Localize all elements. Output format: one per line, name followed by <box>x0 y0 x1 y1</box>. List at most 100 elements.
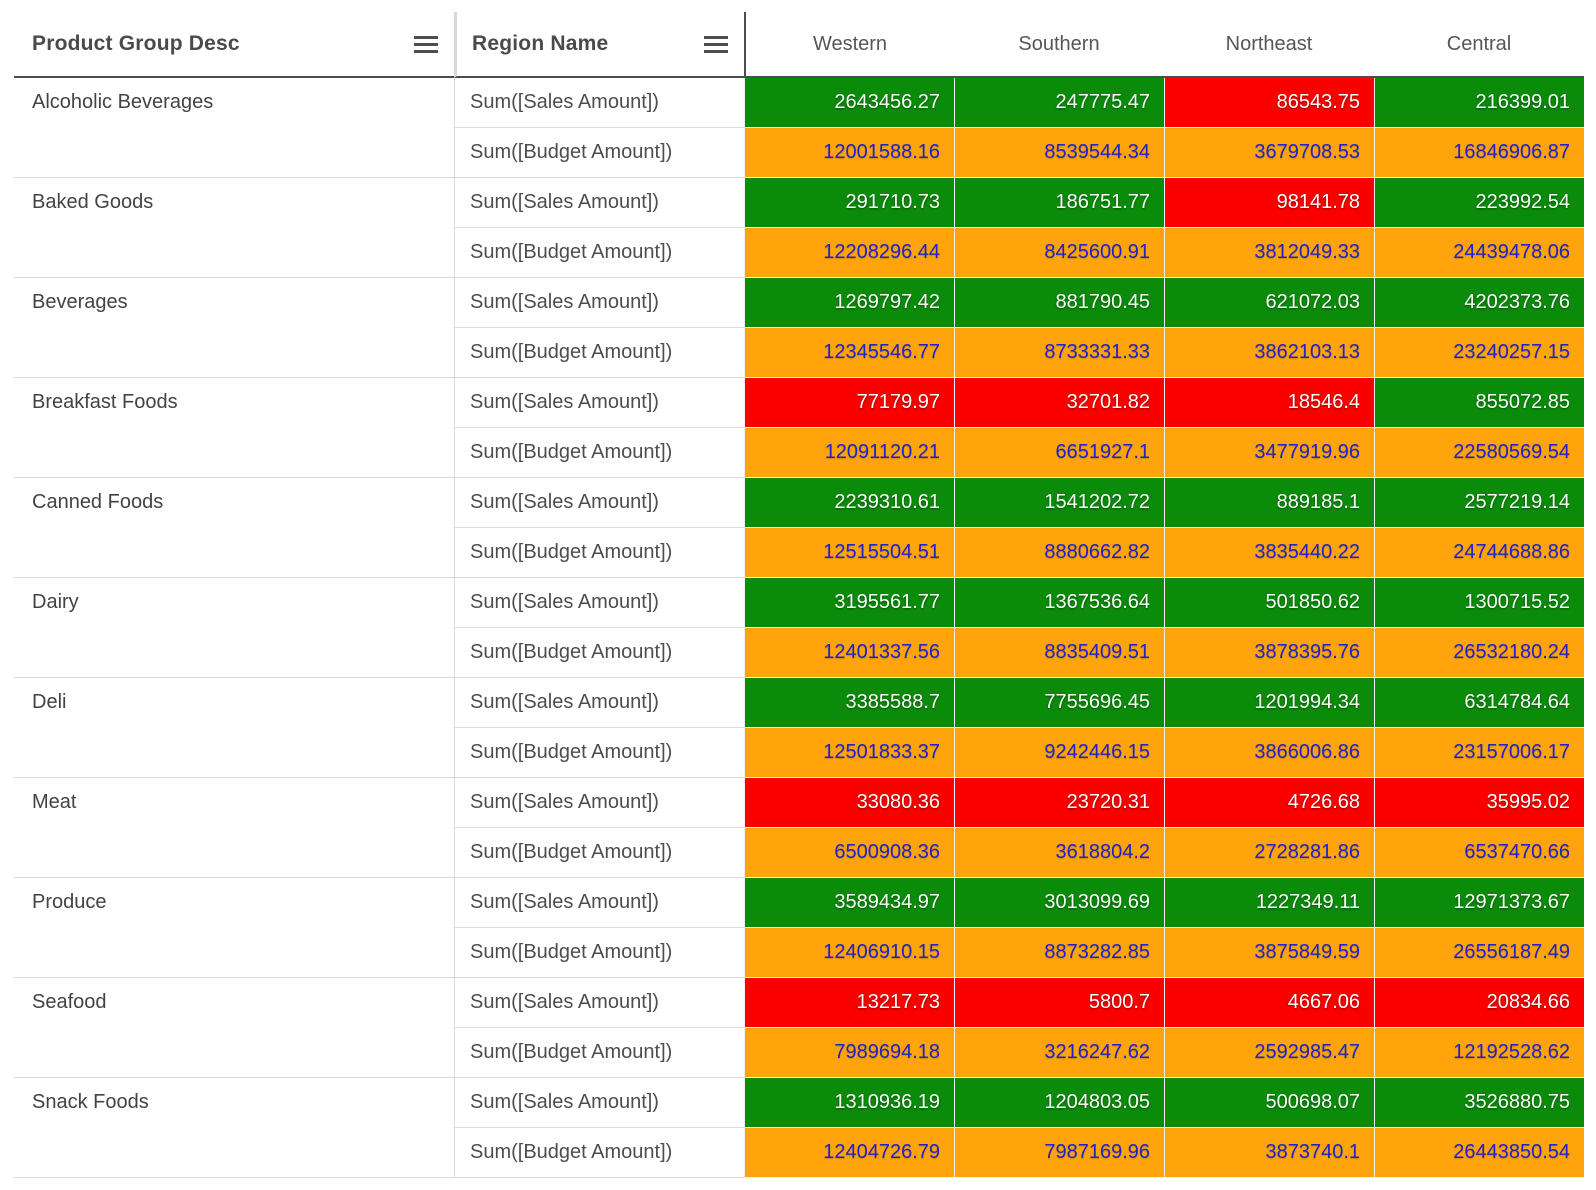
sales-value-cell[interactable]: 4667.06 <box>1164 978 1374 1028</box>
budget-value-cell[interactable]: 6500908.36 <box>744 828 954 878</box>
sales-value-cell[interactable]: 881790.45 <box>954 278 1164 328</box>
sales-value-cell[interactable]: 2643456.27 <box>744 78 954 128</box>
budget-value-cell[interactable]: 12208296.44 <box>744 228 954 278</box>
budget-value-cell[interactable]: 26556187.49 <box>1374 928 1584 978</box>
budget-value-cell[interactable]: 6537470.66 <box>1374 828 1584 878</box>
budget-value-cell[interactable]: 12192528.62 <box>1374 1028 1584 1078</box>
sales-value-cell[interactable]: 1300715.52 <box>1374 578 1584 628</box>
sales-value-cell[interactable]: 2577219.14 <box>1374 478 1584 528</box>
budget-value-cell[interactable]: 8880662.82 <box>954 528 1164 578</box>
budget-value-cell[interactable]: 12501833.37 <box>744 728 954 778</box>
budget-value-cell[interactable]: 22580569.54 <box>1374 428 1584 478</box>
sales-value-cell[interactable]: 1201994.34 <box>1164 678 1374 728</box>
sales-value-cell[interactable]: 77179.97 <box>744 378 954 428</box>
budget-value-cell[interactable]: 26443850.54 <box>1374 1128 1584 1178</box>
sales-value-cell[interactable]: 3589434.97 <box>744 878 954 928</box>
sales-value-cell[interactable]: 889185.1 <box>1164 478 1374 528</box>
budget-measure-label: Sum([Budget Amount]) <box>454 528 744 578</box>
sales-value-cell[interactable]: 1310936.19 <box>744 1078 954 1128</box>
budget-value-cell[interactable]: 9242446.15 <box>954 728 1164 778</box>
sales-value-cell[interactable]: 500698.07 <box>1164 1078 1374 1128</box>
sales-value-cell[interactable]: 1269797.42 <box>744 278 954 328</box>
sales-value-cell[interactable]: 7755696.45 <box>954 678 1164 728</box>
sales-value-cell[interactable]: 3385588.7 <box>744 678 954 728</box>
sales-value-cell[interactable]: 3526880.75 <box>1374 1078 1584 1128</box>
sales-value-cell[interactable]: 86543.75 <box>1164 78 1374 128</box>
sales-value-cell[interactable]: 23720.31 <box>954 778 1164 828</box>
budget-value-cell[interactable]: 26532180.24 <box>1374 628 1584 678</box>
budget-value-cell[interactable]: 6651927.1 <box>954 428 1164 478</box>
hamburger-menu-icon[interactable] <box>704 35 728 53</box>
sales-value-cell[interactable]: 35995.02 <box>1374 778 1584 828</box>
sales-value-cell[interactable]: 1367536.64 <box>954 578 1164 628</box>
sales-value-cell[interactable]: 855072.85 <box>1374 378 1584 428</box>
budget-value-cell[interactable]: 2728281.86 <box>1164 828 1374 878</box>
budget-value-cell[interactable]: 16846906.87 <box>1374 128 1584 178</box>
sales-value-cell[interactable]: 33080.36 <box>744 778 954 828</box>
budget-value-cell[interactable]: 3812049.33 <box>1164 228 1374 278</box>
sales-value-cell[interactable]: 186751.77 <box>954 178 1164 228</box>
budget-value-cell[interactable]: 3216247.62 <box>954 1028 1164 1078</box>
budget-value-cell[interactable]: 8873282.85 <box>954 928 1164 978</box>
sales-value-cell[interactable]: 1204803.05 <box>954 1078 1164 1128</box>
sales-value-cell[interactable]: 291710.73 <box>744 178 954 228</box>
sales-value-cell[interactable]: 1227349.11 <box>1164 878 1374 928</box>
budget-value-cell[interactable]: 12401337.56 <box>744 628 954 678</box>
sales-value-cell[interactable]: 247775.47 <box>954 78 1164 128</box>
budget-value-cell[interactable]: 3835440.22 <box>1164 528 1374 578</box>
budget-value-cell[interactable]: 8733331.33 <box>954 328 1164 378</box>
budget-value-cell[interactable]: 12001588.16 <box>744 128 954 178</box>
budget-value-cell[interactable]: 3862103.13 <box>1164 328 1374 378</box>
budget-value-cell[interactable]: 12091120.21 <box>744 428 954 478</box>
budget-value-cell[interactable]: 23240257.15 <box>1374 328 1584 378</box>
budget-value-cell[interactable]: 12515504.51 <box>744 528 954 578</box>
budget-value-cell[interactable]: 8835409.51 <box>954 628 1164 678</box>
sales-value-cell[interactable]: 18546.4 <box>1164 378 1374 428</box>
sales-value-cell[interactable]: 4726.68 <box>1164 778 1374 828</box>
sales-value-cell[interactable]: 5800.7 <box>954 978 1164 1028</box>
budget-value-cell[interactable]: 2592985.47 <box>1164 1028 1374 1078</box>
budget-value-cell[interactable]: 3873740.1 <box>1164 1128 1374 1178</box>
sales-value-cell[interactable]: 12971373.67 <box>1374 878 1584 928</box>
sales-value-cell[interactable]: 32701.82 <box>954 378 1164 428</box>
sales-value-cell[interactable]: 216399.01 <box>1374 78 1584 128</box>
budget-value-cell[interactable]: 3878395.76 <box>1164 628 1374 678</box>
budget-value-cell[interactable]: 3477919.96 <box>1164 428 1374 478</box>
budget-value-cell[interactable]: 12406910.15 <box>744 928 954 978</box>
sales-value-cell[interactable]: 2239310.61 <box>744 478 954 528</box>
sales-value-cell[interactable]: 3195561.77 <box>744 578 954 628</box>
budget-value-cell[interactable]: 3618804.2 <box>954 828 1164 878</box>
sales-value-cell[interactable]: 501850.62 <box>1164 578 1374 628</box>
hamburger-menu-icon[interactable] <box>414 35 438 53</box>
sales-value-cell[interactable]: 6314784.64 <box>1374 678 1584 728</box>
budget-value-cell[interactable]: 12345546.77 <box>744 328 954 378</box>
column-header-northeast[interactable]: Northeast <box>1164 12 1374 78</box>
sales-value-cell[interactable]: 621072.03 <box>1164 278 1374 328</box>
sales-value-cell[interactable]: 1541202.72 <box>954 478 1164 528</box>
budget-measure-label: Sum([Budget Amount]) <box>454 828 744 878</box>
budget-value-cell[interactable]: 3679708.53 <box>1164 128 1374 178</box>
sales-value-cell[interactable]: 4202373.76 <box>1374 278 1584 328</box>
budget-value-cell[interactable]: 23157006.17 <box>1374 728 1584 778</box>
product-group-cell: Alcoholic Beverages <box>14 78 454 178</box>
column-dimension-header[interactable]: Region Name <box>454 12 744 78</box>
budget-value-cell[interactable]: 12404726.79 <box>744 1128 954 1178</box>
row-dimension-header[interactable]: Product Group Desc <box>14 12 454 78</box>
sales-value-cell[interactable]: 3013099.69 <box>954 878 1164 928</box>
budget-value-cell[interactable]: 8425600.91 <box>954 228 1164 278</box>
sales-value-cell[interactable]: 13217.73 <box>744 978 954 1028</box>
sales-value-cell[interactable]: 20834.66 <box>1374 978 1584 1028</box>
column-header-western[interactable]: Western <box>744 12 954 78</box>
budget-value-cell[interactable]: 7989694.18 <box>744 1028 954 1078</box>
budget-value-cell[interactable]: 24439478.06 <box>1374 228 1584 278</box>
sales-value-cell[interactable]: 223992.54 <box>1374 178 1584 228</box>
budget-value-cell[interactable]: 7987169.96 <box>954 1128 1164 1178</box>
budget-value-cell[interactable]: 8539544.34 <box>954 128 1164 178</box>
product-group-cell: Canned Foods <box>14 478 454 578</box>
sales-value-cell[interactable]: 98141.78 <box>1164 178 1374 228</box>
column-header-southern[interactable]: Southern <box>954 12 1164 78</box>
column-header-central[interactable]: Central <box>1374 12 1584 78</box>
budget-value-cell[interactable]: 3866006.86 <box>1164 728 1374 778</box>
budget-value-cell[interactable]: 3875849.59 <box>1164 928 1374 978</box>
budget-value-cell[interactable]: 24744688.86 <box>1374 528 1584 578</box>
